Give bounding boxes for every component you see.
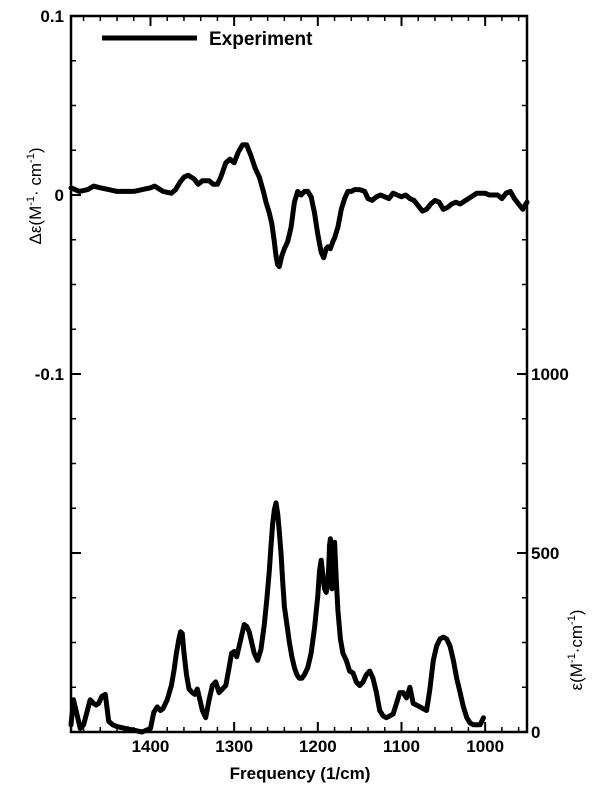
right-y-axis-title-sup1: -1 [566,653,578,663]
left-y-axis-title-sup2: -1 [25,153,37,163]
series-line-cd [68,142,530,270]
plot-frame [69,14,529,734]
right-tick-label: 500 [531,544,559,563]
x-axis-title: Frequency (1/cm) [230,764,371,783]
left-y-axis-title-sup1: -1 [25,196,37,206]
right-y-axis-title-prefix: ε(M [567,663,586,690]
left-tick-label: -0.1 [35,365,64,384]
left-y-axis-title: Δε(M-1· cm-1) [25,147,45,244]
legend-label: Experiment [209,29,313,50]
x-tick-label: 1100 [383,737,420,756]
x-tick-label: 1400 [132,737,170,756]
legend: Experiment [102,29,313,50]
left-y-axis-title-suffix: ) [26,147,45,153]
x-tick-label: 1300 [215,737,253,756]
left-y-axis-title-mid: · cm [26,163,45,196]
x-tick-label: 1000 [466,737,504,756]
right-y-axis-title-mid: ·cm [567,625,586,653]
right-y-axis-title: ε(M-1·cm-1) [566,610,586,691]
x-tick-label: 1200 [299,737,337,756]
right-y-axis-title-sup2: -1 [566,615,578,625]
axis-ticks [71,15,527,733]
tick-labels: 1400 1300 1200 1100 1000 0.1 0 -0.1 1000 500 0 [35,7,569,756]
left-y-axis-title-prefix: Δε(M [26,206,45,245]
left-tick-label: 0.1 [40,7,64,26]
right-y-axis-title-suffix: ) [567,610,586,616]
right-tick-label: 0 [531,723,540,742]
left-tick-label: 0 [55,186,64,205]
series-layer [68,142,530,735]
right-tick-label: 1000 [531,365,569,384]
series-line-ir [68,500,486,735]
